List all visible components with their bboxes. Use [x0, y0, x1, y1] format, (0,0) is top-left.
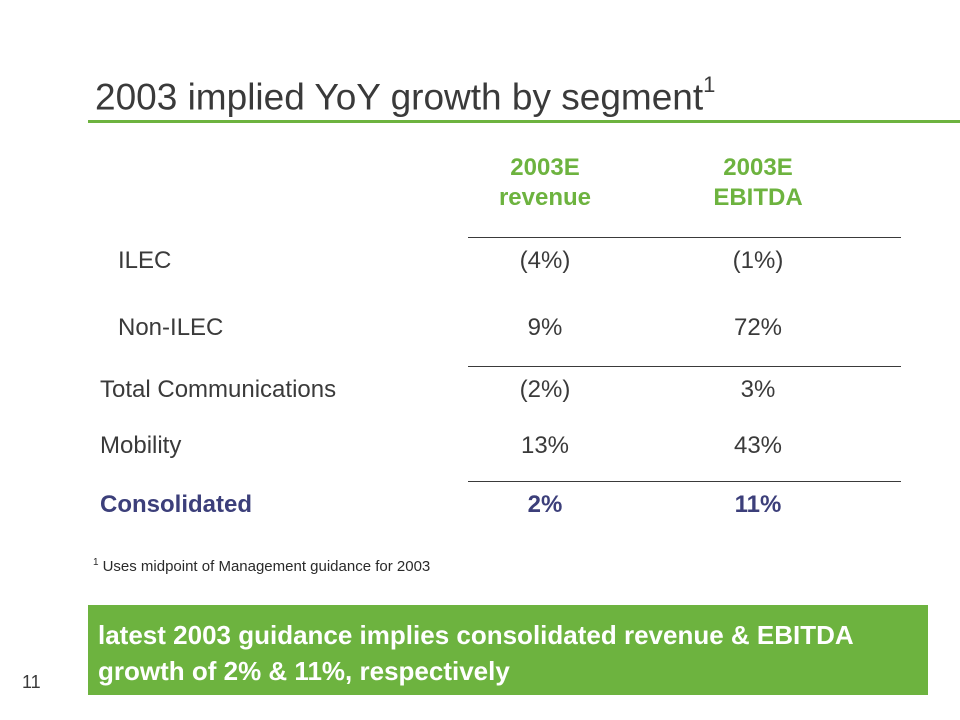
revenue-value: (2%) — [519, 376, 571, 403]
footnote-marker: 1 — [93, 557, 99, 568]
table-row-mobility: Mobility 13% 43% — [0, 432, 960, 472]
revenue-value: 13% — [520, 432, 570, 459]
ebitda-value: (1%) — [732, 247, 784, 274]
revenue-value: 9% — [527, 314, 563, 341]
column-header-revenue: 2003E revenue — [455, 153, 635, 213]
table-row-total-communications: Total Communications (2%) 3% — [0, 376, 960, 416]
footnote: 1 Uses midpoint of Management guidance fo… — [93, 557, 430, 575]
revenue-value: 2% — [527, 491, 563, 518]
table-divider-header — [468, 237, 901, 238]
callout-box: latest 2003 guidance implies consolidate… — [88, 605, 928, 695]
table-row-ilec: ILEC (4%) (1%) — [0, 247, 960, 287]
column-header-ebitda: 2003E EBITDA — [668, 153, 848, 213]
ebitda-value: 72% — [733, 314, 783, 341]
revenue-value: (4%) — [519, 247, 571, 274]
slide-title-text: 2003 implied YoY growth by segment — [95, 76, 704, 118]
table-row-consolidated: Consolidated 2% 11% — [0, 491, 960, 531]
page-number: 11 — [22, 672, 41, 692]
column-header-ebitda-line1: 2003E — [723, 154, 793, 181]
title-underline — [88, 120, 960, 123]
slide-title: 2003 implied YoY growth by segment1 — [95, 72, 715, 118]
callout-text: latest 2003 guidance implies consolidate… — [98, 620, 853, 686]
column-header-revenue-line2: revenue — [498, 184, 592, 211]
row-label: Non-ILEC — [118, 314, 224, 341]
table-divider-subtotal — [468, 366, 901, 367]
ebitda-value: 3% — [740, 376, 776, 403]
ebitda-value: 43% — [733, 432, 783, 459]
row-label: Mobility — [100, 432, 182, 459]
row-label: Consolidated — [100, 491, 253, 518]
column-header-revenue-line1: 2003E — [510, 154, 580, 181]
table-divider-total — [468, 481, 901, 482]
title-footnote-marker: 1 — [703, 72, 716, 97]
table-row-non-ilec: Non-ILEC 9% 72% — [0, 314, 960, 354]
column-header-ebitda-line2: EBITDA — [713, 184, 803, 211]
footnote-text: Uses midpoint of Management guidance for… — [102, 558, 431, 575]
ebitda-value: 11% — [734, 491, 782, 518]
row-label: Total Communications — [100, 376, 337, 403]
row-label: ILEC — [118, 247, 172, 274]
